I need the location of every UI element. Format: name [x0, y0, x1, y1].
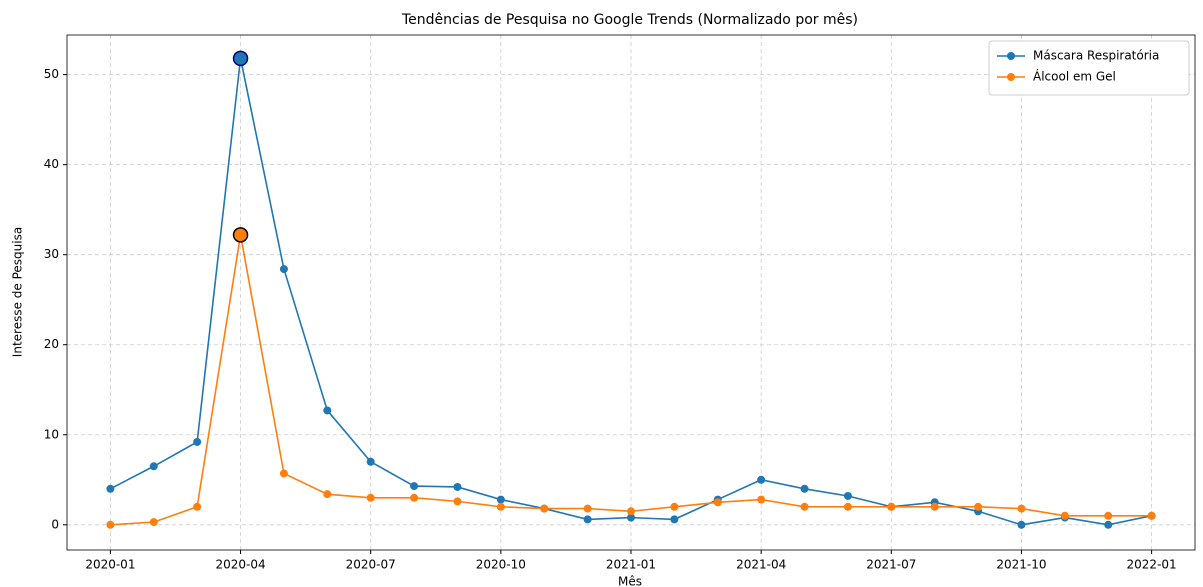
x-tick-label: 2020-04 — [215, 558, 265, 572]
x-tick-label: 2021-10 — [996, 558, 1046, 572]
x-axis-label: Mês — [618, 575, 642, 587]
y-tick-label: 30 — [44, 247, 59, 261]
plot-frame — [66, 34, 1196, 551]
data-point — [496, 495, 505, 504]
data-point — [1147, 511, 1156, 520]
data-point — [627, 513, 635, 522]
data-point — [1104, 520, 1113, 529]
data-point — [670, 515, 679, 524]
data-point — [757, 475, 766, 484]
data-point — [1104, 511, 1113, 520]
legend-marker — [1007, 52, 1015, 60]
data-point — [149, 518, 158, 527]
data-point — [366, 457, 375, 466]
y-tick-label: 10 — [44, 427, 59, 441]
data-point — [366, 493, 375, 502]
data-point — [800, 502, 809, 511]
data-point — [843, 502, 852, 511]
legend-label: Álcool em Gel — [1033, 69, 1116, 84]
data-point — [193, 502, 202, 511]
data-point — [193, 437, 202, 446]
legend-marker — [1007, 73, 1015, 81]
legend-box — [988, 40, 1190, 96]
x-tick-label: 2020-07 — [346, 558, 396, 572]
data-point — [583, 504, 592, 513]
data-point — [496, 502, 505, 511]
data-point — [843, 491, 852, 500]
data-point — [627, 507, 635, 516]
y-tick-label: 50 — [44, 67, 59, 81]
y-axis-label: Interesse de Pesquisa — [11, 227, 25, 357]
data-point — [583, 515, 592, 524]
x-tick-label: 2020-10 — [476, 558, 526, 572]
peak-marker — [232, 227, 249, 243]
x-tick-label: 2021-07 — [866, 558, 916, 572]
y-tick-label: 20 — [44, 337, 59, 351]
chart-title: Tendências de Pesquisa no Google Trends … — [401, 12, 858, 28]
peak-marker — [232, 50, 249, 67]
data-point — [974, 502, 983, 511]
data-point — [106, 484, 115, 493]
data-point — [930, 502, 939, 511]
data-point — [887, 502, 896, 511]
data-point — [800, 484, 809, 493]
data-point — [323, 406, 332, 415]
data-point — [540, 504, 549, 513]
x-tick-label: 2020-01 — [85, 558, 135, 572]
data-point — [453, 482, 462, 491]
data-point — [453, 497, 462, 506]
data-point — [1017, 520, 1026, 529]
data-point — [713, 498, 722, 507]
data-point — [279, 469, 288, 478]
legend-label: Máscara Respiratória — [1033, 49, 1159, 63]
data-point — [1060, 511, 1069, 520]
data-point — [149, 462, 158, 471]
y-tick-label: 40 — [44, 157, 59, 171]
data-point — [279, 265, 288, 274]
data-point — [410, 482, 419, 491]
data-point — [670, 502, 679, 511]
y-tick-label: 0 — [51, 517, 59, 531]
x-tick-label: 2022-01 — [1127, 558, 1177, 572]
data-point — [106, 520, 115, 529]
data-point — [410, 493, 419, 502]
data-point — [323, 490, 332, 499]
x-tick-label: 2021-01 — [606, 558, 656, 572]
x-tick-label: 2021-04 — [736, 558, 786, 572]
data-point — [757, 495, 766, 504]
data-point — [1017, 504, 1026, 513]
